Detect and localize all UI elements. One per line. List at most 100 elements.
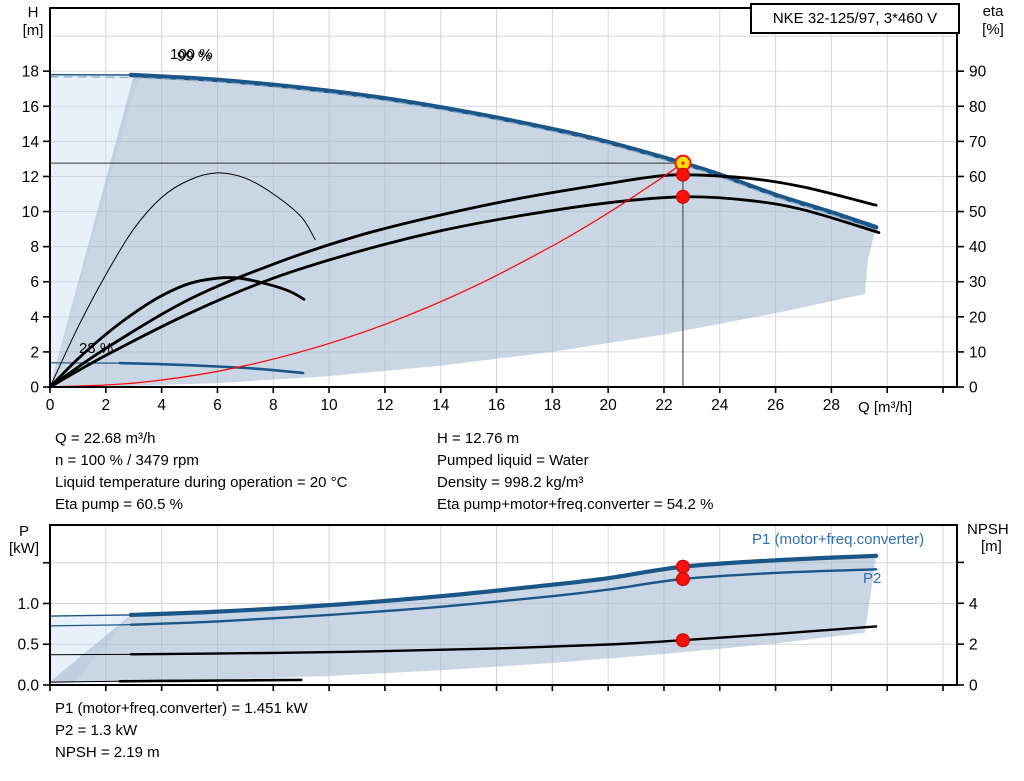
qh-chart: 0 2 4 6 8 10 12 14 16 18 0 10 20 30 40 50 60 70 80 90 0 2 4 6 8 1… xyxy=(22,7,987,414)
duty-point-center xyxy=(681,161,685,165)
control-curve-curve xyxy=(49,162,684,388)
p-min-speed-lead-curve xyxy=(49,680,121,683)
tick-label-right: 20 xyxy=(969,309,987,326)
power-info: P1 (motor+freq.converter) = 1.451 kW P2 … xyxy=(55,700,308,766)
p1-curve-label: P1 (motor+freq.converter) xyxy=(752,531,925,548)
q-axis-label: Q [m³/h] xyxy=(858,399,913,416)
eta-pump-min-speed-curve xyxy=(49,172,316,388)
info-liquid: Pumped liquid = Water xyxy=(437,452,589,469)
tick-label-x: 12 xyxy=(376,397,393,414)
p1-curve xyxy=(128,553,879,617)
npsh-axis-title: NPSH xyxy=(967,521,1009,538)
tick-label-right: 30 xyxy=(969,274,987,291)
tick-label-x: 14 xyxy=(432,397,450,414)
speed-100-label: 100 % xyxy=(170,46,213,63)
tick-label-x: 26 xyxy=(767,397,784,414)
power-range-region xyxy=(50,555,877,682)
npsh-lead-curve xyxy=(49,653,132,656)
info-head: H = 12.76 m xyxy=(437,430,520,447)
tick-label-left: 18 xyxy=(22,64,39,81)
eta-axis-title: eta xyxy=(982,3,1004,20)
duty-info-right: H = 12.76 m Pumped liquid = Water Densit… xyxy=(437,430,713,518)
tick-label-right: 60 xyxy=(969,169,987,186)
tick-label-x: 22 xyxy=(655,397,672,414)
p-axis-unit: [kW] xyxy=(9,540,39,557)
p-min-speed-curve xyxy=(118,678,303,683)
pump-title: NKE 32-125/97, 3*460 V xyxy=(772,9,938,27)
eta-pump-motor-freq-curve xyxy=(48,195,881,389)
tick-label-left: 1.0 xyxy=(17,596,39,613)
p1-point-marker xyxy=(675,559,690,574)
tick-label-left: 6 xyxy=(30,274,39,291)
info-flow: Q = 22.68 m³/h xyxy=(55,430,156,447)
tick-label-left: 14 xyxy=(22,134,40,151)
tick-label-right: 0 xyxy=(969,380,978,397)
p2-point-marker xyxy=(675,572,690,587)
tick-label-left: 0 xyxy=(30,380,39,397)
info-eta-total: Eta pump+motor+freq.converter = 54.2 % xyxy=(437,496,714,513)
tick-label-left: 12 xyxy=(22,169,39,186)
tick-label-right: 0 xyxy=(969,678,978,695)
tick-label-right: 90 xyxy=(969,64,987,81)
tick-label-right: 40 xyxy=(969,239,987,256)
tick-label-left: 10 xyxy=(22,204,40,221)
tick-label-right: 2 xyxy=(969,637,978,654)
power-chart: 0.0 0.5 1.0 0 2 4 xyxy=(17,524,978,695)
tick-label-left: 0.0 xyxy=(17,678,39,695)
tick-label-x: 20 xyxy=(600,397,618,414)
p1-lead-curve xyxy=(49,614,132,617)
info-speed: n = 100 % / 3479 rpm xyxy=(55,452,199,469)
speed-28-label: 28 % xyxy=(79,340,114,357)
speed-100-curve xyxy=(128,72,879,230)
p2-lead-curve xyxy=(49,624,132,627)
plot-frame xyxy=(49,7,958,388)
pump-title-box: NKE 32-125/97, 3*460 V xyxy=(750,3,960,34)
tick-label-x: 28 xyxy=(823,397,840,414)
speed-99-curve xyxy=(49,76,874,230)
duty-info-left: Q = 22.68 m³/h n = 100 % / 3479 rpm Liqu… xyxy=(55,430,347,518)
plot-frame xyxy=(49,524,958,686)
tick-label-right: 80 xyxy=(969,99,987,116)
tick-label-x: 16 xyxy=(488,397,505,414)
tick-label-left: 4 xyxy=(30,309,39,326)
p2-curve xyxy=(129,568,878,626)
tick-label-right: 70 xyxy=(969,134,987,151)
info-npsh: NPSH = 2.19 m xyxy=(55,744,160,761)
tick-label-x: 0 xyxy=(46,397,55,414)
npsh-curve xyxy=(129,625,878,656)
info-p2: P2 = 1.3 kW xyxy=(55,722,138,739)
npsh-axis-unit: [m] xyxy=(981,538,1002,555)
tick-label-x: 10 xyxy=(320,397,338,414)
h-axis-title: H xyxy=(27,4,39,21)
operating-range-region xyxy=(50,75,877,387)
info-density: Density = 998.2 kg/m³ xyxy=(437,474,584,491)
h-axis-unit: [m] xyxy=(22,22,44,39)
eta-pump-curve xyxy=(48,173,878,389)
eta-pump-point-marker xyxy=(675,167,690,182)
eta-total-point-marker xyxy=(675,189,690,204)
info-p1: P1 (motor+freq.converter) = 1.451 kW xyxy=(55,700,308,717)
tick-label-left: 8 xyxy=(30,239,39,256)
tick-label-left: 16 xyxy=(22,99,39,116)
info-eta-pump: Eta pump = 60.5 % xyxy=(55,496,183,513)
info-temperature: Liquid temperature during operation = 20… xyxy=(55,474,348,491)
tick-label-x: 6 xyxy=(213,397,222,414)
speed-28-curve xyxy=(118,361,305,375)
speed-99-label: 99 % xyxy=(177,48,212,65)
p-axis-title: P xyxy=(18,523,29,540)
npsh-point-marker xyxy=(675,633,690,648)
tick-label-x: 4 xyxy=(157,397,166,414)
tick-label-left: 2 xyxy=(30,344,39,361)
p2-curve-label: P2 xyxy=(863,570,882,587)
eta-total-min-speed-curve xyxy=(48,276,306,389)
eta-axis-unit: [%] xyxy=(982,21,1004,38)
tick-label-right: 4 xyxy=(969,596,978,613)
tick-label-left: 0.5 xyxy=(17,637,39,654)
tick-label-x: 18 xyxy=(544,397,561,414)
tick-label-x: 8 xyxy=(269,397,278,414)
tick-label-right: 50 xyxy=(969,204,987,221)
tick-label-x: 2 xyxy=(102,397,111,414)
tick-label-right: 10 xyxy=(969,344,987,361)
